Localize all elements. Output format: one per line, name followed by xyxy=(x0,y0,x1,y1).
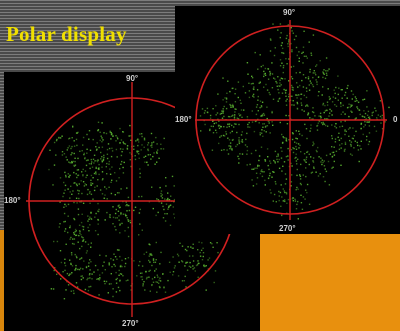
polar-plot-left xyxy=(26,82,238,317)
slide-title: Polar display xyxy=(6,22,127,46)
angle-label-90-right: 90° xyxy=(283,8,296,17)
orange-background-block xyxy=(260,230,400,331)
angle-label-270-left: 270° xyxy=(122,319,139,328)
polar-plot-right xyxy=(195,20,390,220)
angle-label-180-right: 180° xyxy=(175,115,192,124)
angle-label-0-right: 0 xyxy=(393,115,398,124)
angle-label-90-left: 90° xyxy=(126,74,139,83)
polar-scope-right: 90° 180° 270° 0 xyxy=(175,6,400,234)
angle-label-180-left: 180° xyxy=(4,196,21,205)
angle-label-270-right: 270° xyxy=(279,224,296,233)
constellation-dots-left xyxy=(48,121,219,300)
